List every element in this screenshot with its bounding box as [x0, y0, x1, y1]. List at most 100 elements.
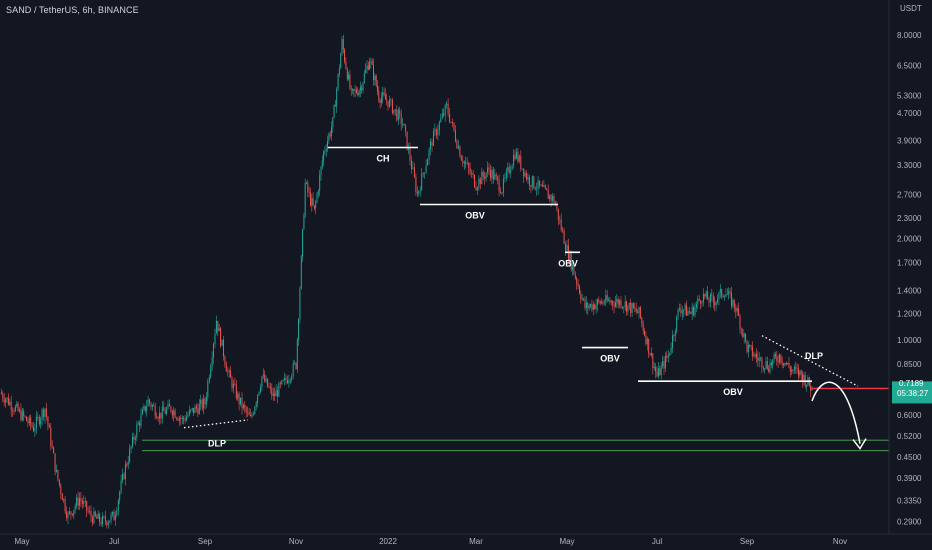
candle-body: [363, 73, 365, 83]
candle-body: [732, 299, 734, 307]
candle-body: [402, 123, 404, 125]
price-tick-label: 1.7000: [897, 258, 922, 267]
candle-body: [508, 167, 510, 173]
candle-body: [514, 154, 516, 159]
candle-body: [802, 374, 803, 383]
candle-body: [30, 417, 32, 425]
candle-body: [140, 414, 142, 426]
candle-body: [731, 292, 732, 307]
price-tick-label: 1.2000: [897, 309, 922, 318]
candle-body: [686, 304, 687, 316]
candle-body: [282, 380, 284, 381]
candle-body: [350, 88, 352, 90]
candle-body: [14, 406, 16, 412]
candle-body: [23, 410, 25, 416]
price-tick-label: 0.8500: [897, 360, 922, 369]
candle-body: [77, 497, 79, 506]
candle-body: [540, 185, 542, 186]
candle-body: [196, 406, 197, 409]
candle-body: [743, 333, 745, 337]
candle-body: [288, 380, 290, 384]
price-axis[interactable]: USDT: [888, 0, 922, 534]
candle-body: [107, 522, 109, 526]
candle-body: [166, 408, 168, 414]
candle-body: [521, 168, 523, 170]
candle-body: [337, 73, 339, 89]
candle-body: [367, 65, 369, 70]
candle-body: [90, 511, 92, 518]
candle-body: [169, 403, 170, 407]
candle-body: [60, 485, 62, 494]
candle-body: [176, 417, 178, 419]
candle-body: [210, 366, 212, 378]
candle-body: [306, 182, 307, 184]
candle-body: [156, 416, 158, 419]
candle-body: [174, 410, 176, 418]
candle-body: [700, 300, 702, 304]
candle-body: [384, 94, 386, 100]
candle-body: [776, 356, 778, 361]
candle-body: [466, 163, 468, 164]
candle-body: [264, 374, 266, 382]
candle-body: [198, 404, 200, 414]
candle-body: [694, 307, 696, 316]
candle-body: [405, 125, 407, 132]
candle-body: [373, 64, 374, 80]
time-tick-label: Mar: [469, 537, 483, 546]
candle-body: [408, 148, 409, 150]
candle-body: [648, 338, 650, 354]
candle-body: [64, 499, 66, 512]
candle-body: [400, 113, 402, 124]
candle-body: [764, 368, 766, 369]
candle-body: [457, 146, 459, 149]
candle-body: [170, 406, 172, 412]
candle-body: [704, 293, 706, 297]
candle-body: [188, 410, 190, 415]
candle-body: [319, 175, 321, 191]
candle-body: [103, 516, 105, 517]
price-axis-unit: USDT: [900, 4, 922, 13]
time-axis-ticks: May Jul Sep Nov 2022 Mar May Jul Sep Nov: [14, 537, 847, 546]
candle-body: [17, 403, 19, 411]
candle-body: [349, 74, 351, 89]
candle-body: [539, 180, 541, 186]
candle-body: [674, 331, 676, 337]
candle-body: [84, 501, 86, 502]
candle-body: [725, 294, 727, 297]
candle-body: [295, 362, 297, 369]
candle-body: [294, 362, 296, 364]
candle-body: [389, 99, 390, 107]
candle-body: [291, 375, 293, 380]
price-tick-label: 3.3000: [897, 161, 922, 170]
candle-body: [237, 393, 239, 399]
candle-body: [768, 368, 770, 372]
candle-body: [513, 154, 515, 166]
candle-body: [430, 141, 431, 149]
candle-body: [469, 168, 471, 174]
candle-body: [320, 166, 322, 175]
candle-body: [460, 156, 462, 161]
candle-body: [718, 292, 720, 300]
candle-body: [419, 190, 421, 191]
candle-body: [714, 302, 716, 306]
candle-body: [655, 367, 657, 372]
candle-body: [329, 133, 331, 136]
candle-body: [645, 335, 647, 345]
candle-body: [740, 329, 742, 330]
candle-body: [446, 103, 448, 106]
price-tick-label: 5.3000: [897, 92, 922, 101]
candle-body: [664, 355, 666, 369]
candle-body: [799, 370, 801, 376]
candle-body: [750, 345, 752, 347]
candle-body: [163, 406, 165, 412]
candle-body: [139, 422, 141, 426]
price-tick-label: 6.5000: [897, 62, 922, 71]
candle-body: [756, 354, 757, 358]
candle-body: [488, 167, 490, 170]
candle-body: [393, 109, 395, 114]
candle-body: [533, 176, 535, 188]
candle-body: [183, 417, 185, 420]
candle-body: [133, 436, 135, 440]
